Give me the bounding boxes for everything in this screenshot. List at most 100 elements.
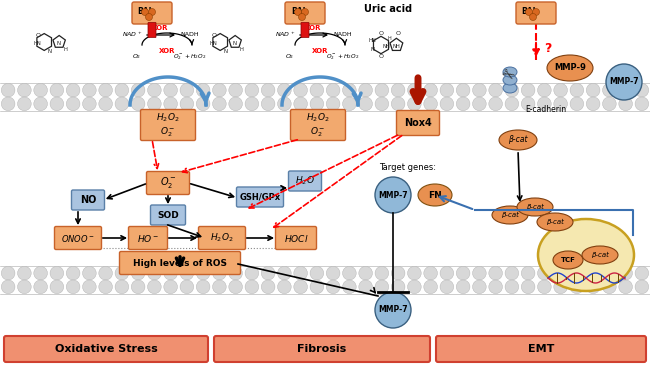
Text: β-cat: β-cat [526, 204, 544, 210]
Circle shape [142, 8, 148, 15]
Circle shape [538, 83, 551, 97]
Circle shape [148, 8, 155, 15]
FancyBboxPatch shape [237, 187, 283, 207]
Circle shape [99, 83, 112, 97]
Circle shape [326, 97, 340, 111]
Circle shape [440, 280, 454, 294]
Text: FN: FN [428, 191, 442, 200]
Circle shape [489, 266, 502, 280]
Text: N: N [57, 42, 60, 46]
Circle shape [164, 280, 177, 294]
Circle shape [18, 266, 31, 280]
Circle shape [261, 97, 275, 111]
Circle shape [18, 83, 31, 97]
Circle shape [505, 280, 519, 294]
Circle shape [34, 280, 47, 294]
FancyBboxPatch shape [132, 2, 172, 24]
Circle shape [424, 280, 437, 294]
Circle shape [278, 266, 291, 280]
Circle shape [619, 280, 632, 294]
Circle shape [408, 97, 421, 111]
Circle shape [424, 83, 437, 97]
Circle shape [603, 280, 616, 294]
Circle shape [1, 83, 15, 97]
Text: $H_2O_2$
$O_2^-$: $H_2O_2$ $O_2^-$ [306, 111, 330, 139]
Circle shape [294, 8, 302, 15]
Ellipse shape [503, 83, 517, 93]
Circle shape [164, 97, 177, 111]
Circle shape [180, 83, 194, 97]
Circle shape [245, 280, 259, 294]
FancyBboxPatch shape [146, 172, 190, 195]
Text: β-cat: β-cat [501, 212, 519, 218]
Circle shape [164, 266, 177, 280]
Circle shape [148, 83, 161, 97]
Circle shape [521, 266, 535, 280]
Circle shape [196, 280, 210, 294]
Circle shape [229, 97, 242, 111]
Circle shape [180, 266, 194, 280]
Text: N: N [224, 49, 228, 54]
Circle shape [359, 280, 372, 294]
Text: MMP-9: MMP-9 [554, 64, 586, 73]
FancyBboxPatch shape [140, 110, 196, 141]
Circle shape [278, 97, 291, 111]
Circle shape [50, 97, 64, 111]
Circle shape [343, 266, 356, 280]
FancyBboxPatch shape [148, 23, 156, 38]
Circle shape [538, 97, 551, 111]
Ellipse shape [499, 130, 537, 150]
Text: BAL: BAL [138, 8, 154, 16]
Text: NH: NH [383, 44, 391, 49]
Ellipse shape [582, 246, 618, 264]
Circle shape [538, 280, 551, 294]
Text: BAL: BAL [522, 8, 538, 16]
Text: MMP-7: MMP-7 [378, 306, 408, 315]
Circle shape [570, 83, 584, 97]
FancyBboxPatch shape [72, 190, 105, 210]
Circle shape [310, 83, 324, 97]
Circle shape [50, 280, 64, 294]
Circle shape [1, 266, 15, 280]
Circle shape [196, 83, 210, 97]
Text: ✂: ✂ [498, 65, 516, 85]
Circle shape [245, 266, 259, 280]
Text: XOR: XOR [305, 25, 321, 31]
Circle shape [213, 266, 226, 280]
Circle shape [131, 266, 145, 280]
Circle shape [570, 97, 584, 111]
Text: HN: HN [34, 42, 42, 46]
Circle shape [408, 266, 421, 280]
Text: ?: ? [544, 42, 551, 54]
Circle shape [261, 266, 275, 280]
Circle shape [375, 83, 389, 97]
Text: $O_2$: $O_2$ [133, 53, 142, 61]
Circle shape [619, 97, 632, 111]
Circle shape [115, 266, 129, 280]
Ellipse shape [538, 219, 634, 291]
Text: SOD: SOD [157, 211, 179, 219]
Circle shape [635, 97, 649, 111]
Circle shape [34, 97, 47, 111]
Ellipse shape [517, 198, 553, 216]
Circle shape [83, 83, 96, 97]
Circle shape [530, 14, 536, 20]
Circle shape [146, 14, 153, 20]
Text: O: O [378, 54, 383, 59]
Circle shape [180, 280, 194, 294]
FancyBboxPatch shape [55, 227, 101, 250]
Circle shape [586, 83, 600, 97]
Circle shape [375, 266, 389, 280]
Circle shape [603, 83, 616, 97]
Circle shape [131, 280, 145, 294]
Circle shape [294, 97, 307, 111]
Circle shape [538, 266, 551, 280]
Text: $O_2^-+H_2O_2$: $O_2^-+H_2O_2$ [326, 52, 359, 62]
Ellipse shape [503, 75, 517, 85]
Text: XOR: XOR [151, 25, 168, 31]
Circle shape [440, 83, 454, 97]
Circle shape [489, 280, 502, 294]
Circle shape [554, 83, 567, 97]
Circle shape [359, 83, 372, 97]
Circle shape [375, 97, 389, 111]
